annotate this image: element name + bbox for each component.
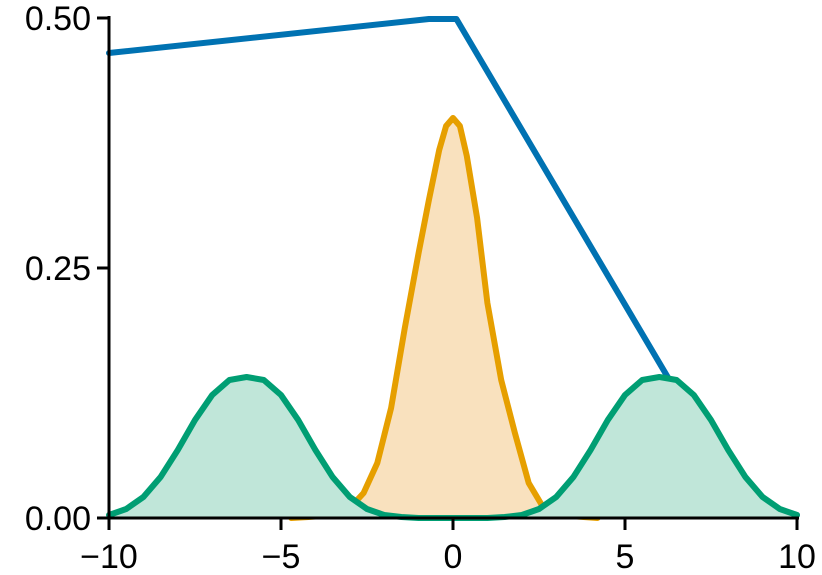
x-tick-label: 5 <box>616 538 635 575</box>
plot-area <box>106 16 800 521</box>
x-tick-label: −10 <box>80 538 138 575</box>
y-tick-label: 0.25 <box>25 250 91 288</box>
axes: 0.00 0.25 0.50 −10 −5 0 5 10 <box>25 0 816 575</box>
x-tick-label: 0 <box>444 538 463 575</box>
y-tick-label: 0.00 <box>25 500 91 538</box>
series-2-area <box>109 377 453 518</box>
x-tick-label: −5 <box>262 538 301 575</box>
series-3-line <box>450 374 800 521</box>
series-2-line <box>106 374 456 521</box>
series-3-area <box>453 377 797 518</box>
y-tick-label: 0.50 <box>25 0 91 38</box>
x-tick-label: 10 <box>778 538 816 575</box>
series-1-area <box>291 118 598 518</box>
